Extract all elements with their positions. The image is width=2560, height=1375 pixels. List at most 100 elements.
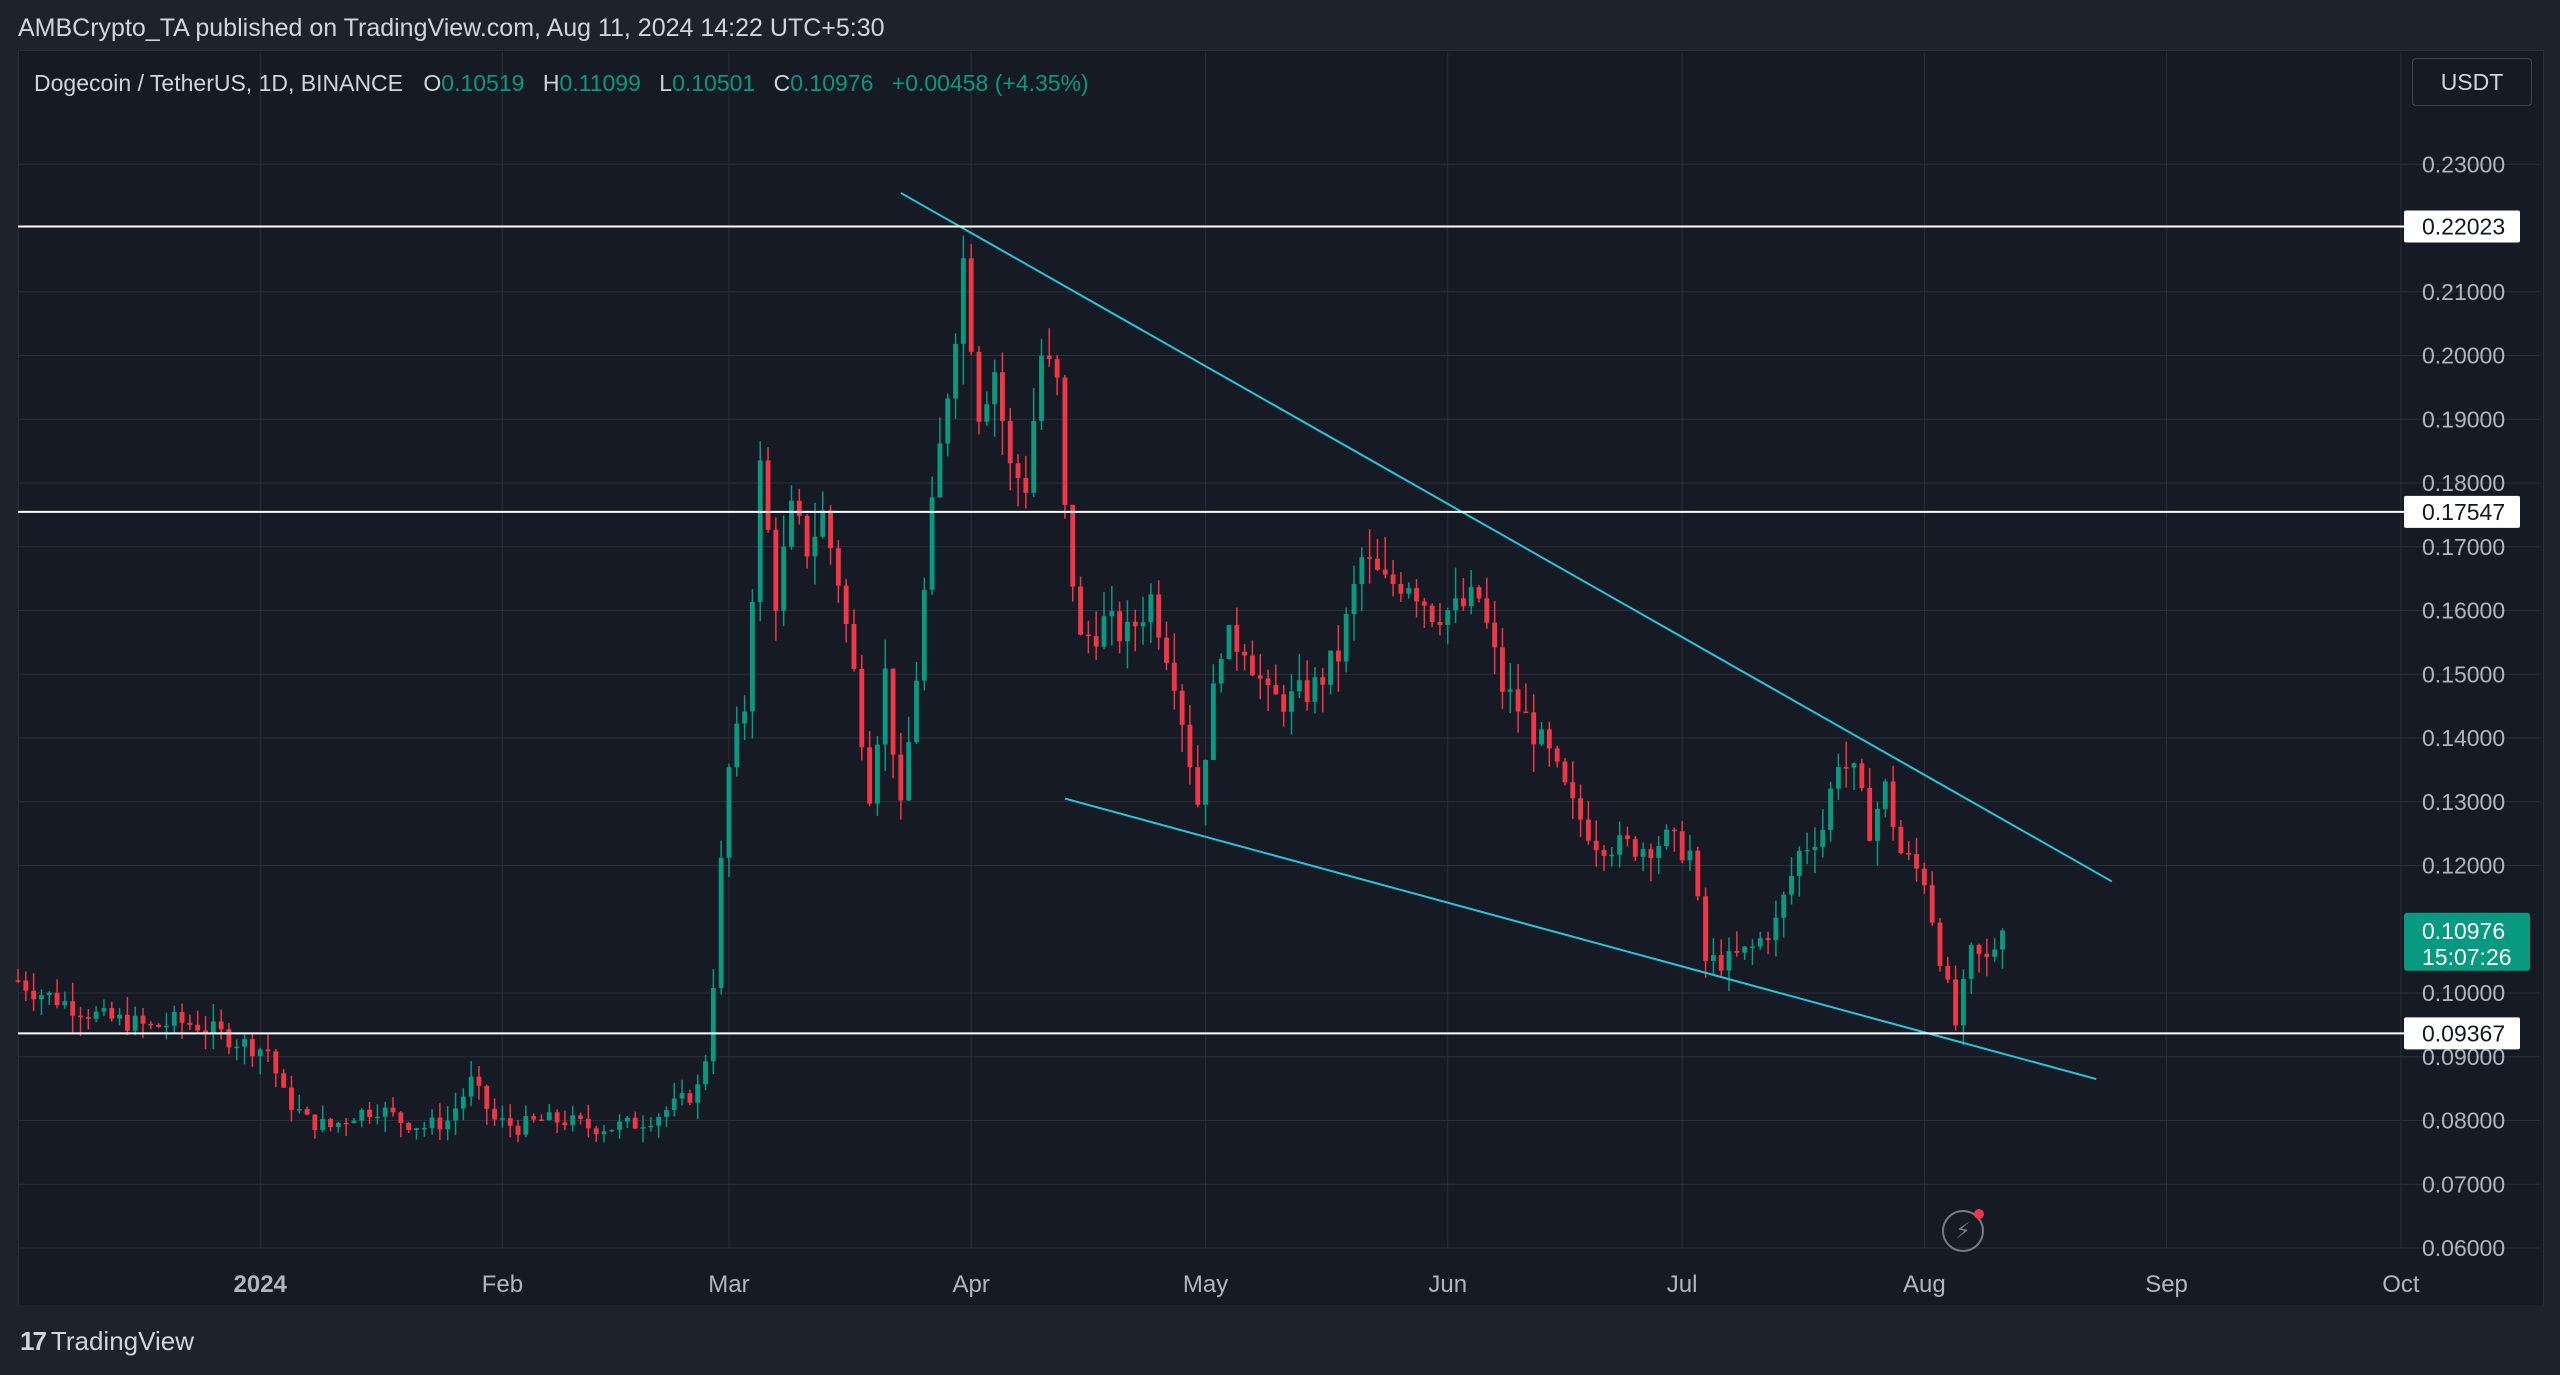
candle-body	[1265, 678, 1271, 686]
candle-body	[1234, 625, 1240, 652]
candle-body	[695, 1084, 701, 1103]
candle-body	[476, 1076, 482, 1086]
candle-body	[1609, 854, 1615, 857]
x-tick-label: Jul	[1667, 1271, 1698, 1298]
candle-body	[1515, 689, 1521, 712]
candle-body	[1773, 917, 1779, 941]
candle-body	[1070, 504, 1076, 587]
candle-body	[1453, 598, 1458, 611]
low-value: 0.10501	[672, 70, 756, 96]
candle-body	[1273, 685, 1279, 695]
candle-body	[1601, 850, 1607, 856]
candle-body	[1617, 835, 1623, 855]
candle-body	[1320, 677, 1326, 685]
candle-body	[429, 1117, 435, 1128]
candle-body	[171, 1011, 177, 1026]
candle-body	[351, 1120, 357, 1124]
y-tick-label: 0.07000	[2422, 1171, 2505, 1197]
candle-body	[1351, 583, 1357, 615]
candle-body	[445, 1120, 451, 1130]
tradingview-logo[interactable]: 17 TradingView	[20, 1326, 194, 1357]
y-tick-label: 0.06000	[2422, 1235, 2505, 1261]
candle-body	[265, 1049, 271, 1052]
candle-body	[835, 548, 841, 586]
x-tick-label: Oct	[2382, 1271, 2420, 1298]
symbol-label[interactable]: Dogecoin / TetherUS, 1D, BINANCE	[34, 70, 404, 96]
candle-body	[1132, 621, 1138, 627]
candle-body	[1492, 622, 1498, 648]
change-value: +0.00458 (+4.35%)	[891, 70, 1089, 96]
candle-body	[117, 1014, 122, 1019]
candle-body	[1085, 634, 1091, 637]
candle-body	[289, 1087, 294, 1110]
x-tick-label: Jun	[1428, 1271, 1467, 1298]
close-label: C	[773, 70, 791, 96]
candle-body	[1312, 677, 1318, 702]
candle-body	[453, 1108, 458, 1121]
candle-body	[781, 546, 787, 611]
candle-body	[1375, 558, 1380, 570]
candle-body	[1117, 611, 1123, 642]
candle-body	[46, 992, 52, 995]
candle-body	[1531, 712, 1537, 745]
candle-body	[898, 754, 904, 801]
candle-body	[1843, 767, 1849, 769]
candle-body	[867, 747, 873, 804]
candle-body	[1429, 605, 1435, 623]
x-tick-label: Feb	[482, 1271, 523, 1298]
candle-body	[187, 1022, 193, 1025]
candle-body	[1210, 683, 1216, 760]
candle-body	[976, 351, 982, 422]
level-label-box	[2404, 1017, 2520, 1050]
candle-body	[1656, 846, 1662, 858]
candle-body	[1679, 831, 1685, 861]
candle-body	[624, 1117, 630, 1122]
candle-body	[1164, 637, 1169, 663]
candle-body	[1632, 839, 1638, 857]
candle-body	[328, 1118, 333, 1127]
candle-body	[648, 1125, 654, 1128]
candle-body	[1179, 690, 1185, 725]
candle-body	[421, 1127, 427, 1130]
candle-body	[1882, 781, 1888, 809]
candle-body	[85, 1017, 91, 1019]
candle-body	[1796, 850, 1802, 876]
candle-body	[804, 515, 810, 557]
candle-body	[937, 443, 943, 498]
candle-body	[1289, 691, 1294, 712]
candle-body	[742, 711, 748, 724]
candle-body	[531, 1116, 537, 1120]
candle-body	[242, 1039, 247, 1047]
currency-button[interactable]: USDT	[2412, 58, 2532, 106]
candle-body	[820, 510, 826, 537]
candle-body	[1039, 355, 1044, 421]
chart-frame[interactable]	[18, 50, 2544, 1307]
candle-body	[304, 1109, 310, 1115]
candle-body	[1765, 938, 1771, 941]
candle-body	[1742, 946, 1748, 953]
candle-body	[554, 1112, 560, 1123]
lightning-circle-icon[interactable]: ⚡	[1942, 1209, 1984, 1252]
level-label: 0.09367	[2422, 1020, 2505, 1046]
candle-body	[1125, 621, 1130, 642]
candle-body	[1296, 680, 1302, 692]
candle-body	[1710, 954, 1716, 961]
candle-body	[414, 1128, 419, 1131]
candle-body	[1000, 372, 1005, 421]
y-tick-label: 0.19000	[2422, 406, 2505, 432]
level-label-box	[2404, 210, 2520, 243]
candle-body	[62, 1001, 68, 1006]
candle-body	[367, 1109, 373, 1117]
candle-body	[859, 668, 865, 748]
candle-body	[1554, 748, 1560, 762]
candle-body	[226, 1029, 232, 1048]
candle-body	[515, 1125, 521, 1135]
candle-body	[1507, 689, 1513, 692]
y-tick-label: 0.21000	[2422, 279, 2505, 305]
price-chart[interactable]: 0.060000.070000.080000.090000.100000.120…	[0, 0, 2560, 1305]
x-tick-label: May	[1183, 1271, 1228, 1298]
x-tick-label: Mar	[708, 1271, 749, 1298]
candle-body	[1476, 587, 1482, 599]
candle-body	[679, 1093, 685, 1099]
candle-body	[710, 988, 716, 1062]
